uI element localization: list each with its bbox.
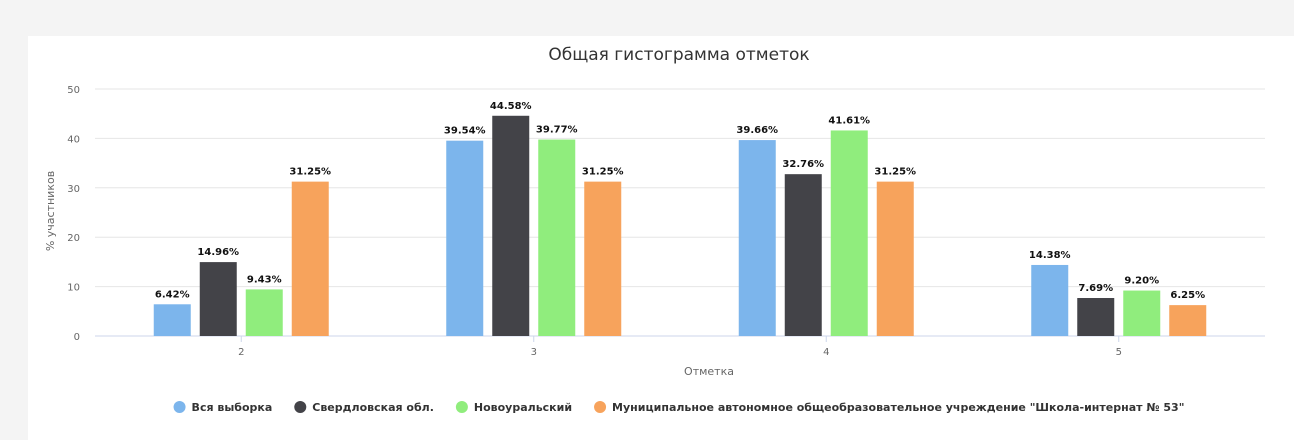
data-label: 6.25% <box>1170 290 1205 301</box>
bar[interactable] <box>446 140 484 336</box>
bar[interactable] <box>738 140 776 336</box>
bar[interactable] <box>199 262 237 336</box>
legend-label: Вся выборка <box>192 401 273 414</box>
y-axis-ticks: 0 10 20 30 40 50 <box>67 85 80 343</box>
chart-card <box>28 36 1294 440</box>
y-tick-label: 40 <box>67 134 80 145</box>
y-tick-label: 0 <box>74 332 80 343</box>
legend-swatch <box>594 401 607 413</box>
data-label: 7.69% <box>1078 283 1113 294</box>
data-label: 31.25% <box>289 167 331 178</box>
data-label: 41.61% <box>828 115 870 126</box>
bar[interactable] <box>1031 264 1069 336</box>
x-tick-label: 3 <box>531 347 537 358</box>
data-label: 44.58% <box>490 101 532 112</box>
data-label: 9.20% <box>1124 276 1159 287</box>
y-tick-label: 30 <box>67 184 80 195</box>
bar[interactable] <box>245 289 283 336</box>
data-label: 9.43% <box>247 274 282 285</box>
data-label: 31.25% <box>582 167 624 178</box>
bar[interactable] <box>538 139 576 336</box>
data-label: 14.38% <box>1029 250 1071 261</box>
data-label: 6.42% <box>155 289 190 300</box>
chart-title: Общая гистограмма отметок <box>548 45 809 65</box>
x-tick-label: 5 <box>1116 347 1122 358</box>
legend-item[interactable]: Новоуральский <box>455 401 572 414</box>
y-tick-label: 10 <box>67 283 80 294</box>
legend-label: Муниципальное автономное общеобразовател… <box>612 401 1184 414</box>
bar[interactable] <box>492 115 530 336</box>
grid-lines <box>95 88 1265 337</box>
x-tick-label: 4 <box>823 347 829 358</box>
x-axis-label: Отметка <box>684 365 734 378</box>
bar[interactable] <box>830 130 868 336</box>
data-labels: 6.42% 14.96% 9.43% 31.25% 39.54% 44.58% 39.77%… <box>155 101 1205 301</box>
bar[interactable] <box>1123 290 1161 336</box>
bar[interactable] <box>153 304 191 336</box>
legend-swatch <box>294 401 307 413</box>
data-label: 39.54% <box>444 126 486 137</box>
legend[interactable]: Вся выборка Свердловская обл. Новоуральски… <box>173 401 1185 414</box>
data-label: 14.96% <box>197 247 239 258</box>
bar[interactable] <box>584 181 622 336</box>
bar[interactable] <box>784 174 822 336</box>
bar[interactable] <box>291 181 329 336</box>
y-tick-label: 50 <box>67 85 80 96</box>
x-tick-label: 2 <box>238 347 244 358</box>
bar[interactable] <box>1169 305 1207 336</box>
bar[interactable] <box>1077 298 1115 336</box>
data-label: 32.76% <box>782 159 824 170</box>
bar[interactable] <box>876 181 914 336</box>
legend-item[interactable]: Свердловская обл. <box>294 401 434 414</box>
legend-swatch <box>455 401 468 413</box>
legend-item[interactable]: Вся выборка <box>173 401 273 414</box>
legend-label: Новоуральский <box>474 401 572 414</box>
y-axis-label: % участников <box>44 171 57 251</box>
legend-swatch <box>173 401 186 413</box>
data-label: 39.77% <box>536 125 578 136</box>
legend-label: Свердловская обл. <box>312 401 434 414</box>
data-label: 39.66% <box>736 125 778 136</box>
bars <box>153 115 1207 336</box>
data-label: 31.25% <box>874 167 916 178</box>
x-axis-ticks: 2 3 4 5 <box>238 336 1122 358</box>
legend-item[interactable]: Муниципальное автономное общеобразовател… <box>594 401 1184 414</box>
y-tick-label: 20 <box>67 233 80 244</box>
